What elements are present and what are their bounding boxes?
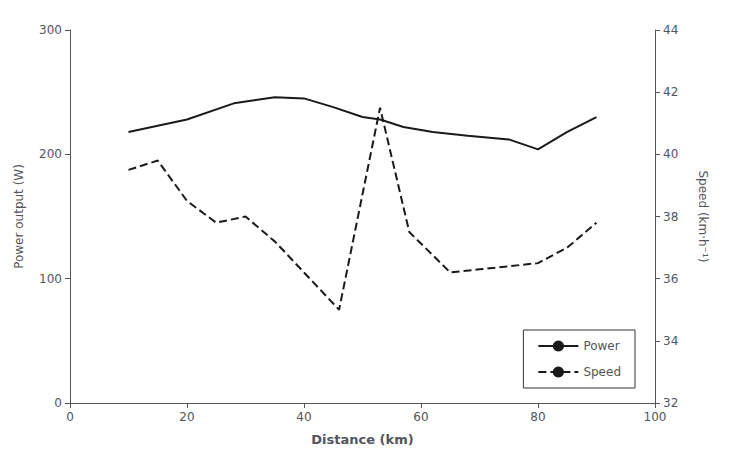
svg-text:60: 60 — [413, 410, 428, 424]
svg-text:0: 0 — [54, 396, 62, 410]
svg-text:34: 34 — [663, 334, 678, 348]
svg-text:80: 80 — [530, 410, 545, 424]
svg-text:100: 100 — [39, 272, 62, 286]
svg-text:200: 200 — [39, 147, 62, 161]
svg-text:Power: Power — [583, 339, 619, 353]
svg-text:0: 0 — [66, 410, 74, 424]
svg-text:38: 38 — [663, 210, 678, 224]
svg-text:36: 36 — [663, 272, 678, 286]
svg-text:Speed (km·h⁻¹): Speed (km·h⁻¹) — [696, 171, 710, 263]
svg-text:Power output (W): Power output (W) — [12, 164, 26, 269]
svg-text:Speed: Speed — [583, 365, 621, 379]
svg-text:42: 42 — [663, 85, 678, 99]
svg-text:32: 32 — [663, 396, 678, 410]
svg-text:40: 40 — [296, 410, 311, 424]
svg-text:40: 40 — [663, 147, 678, 161]
svg-text:44: 44 — [663, 23, 678, 37]
svg-text:Distance (km): Distance (km) — [311, 432, 413, 447]
svg-text:20: 20 — [179, 410, 194, 424]
svg-text:100: 100 — [644, 410, 667, 424]
svg-text:300: 300 — [39, 23, 62, 37]
